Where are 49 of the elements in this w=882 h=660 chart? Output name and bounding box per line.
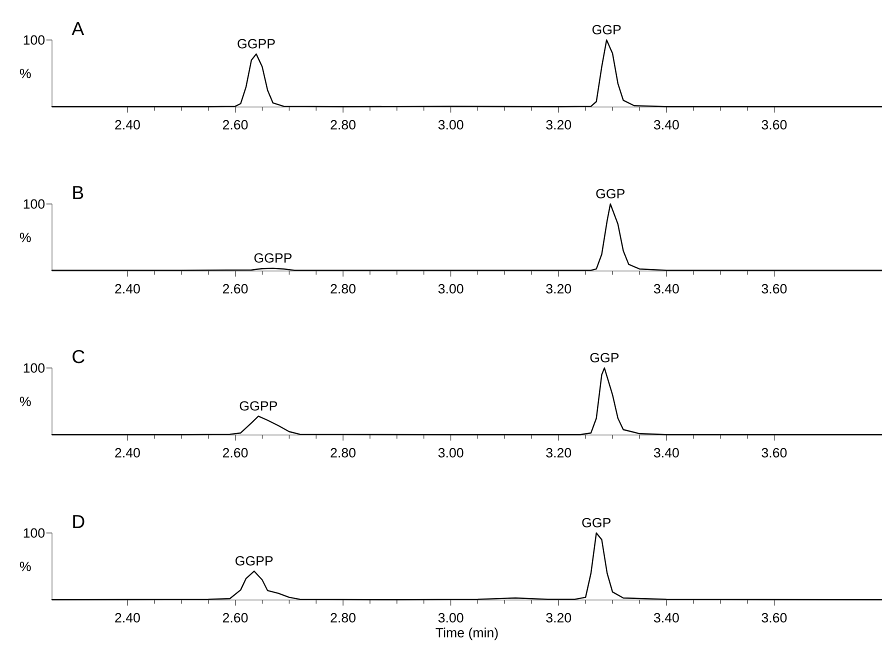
x-tick-label: 2.60 bbox=[222, 613, 248, 622]
annotation: GGP bbox=[592, 24, 621, 34]
x-tick-label: 3.00 bbox=[438, 284, 464, 294]
y-axis-title: % bbox=[20, 68, 31, 78]
annotation: GGP bbox=[590, 352, 619, 362]
y-axis-title: % bbox=[20, 562, 31, 572]
x-tick-label: 2.40 bbox=[115, 448, 140, 458]
x-tick-label: 2.60 bbox=[222, 120, 248, 130]
x-tick-label: 3.00 bbox=[438, 120, 464, 130]
x-tick-label: 3.20 bbox=[546, 448, 572, 458]
x-tick-label: 2.40 bbox=[115, 284, 140, 294]
x-tick-label: 3.00 bbox=[438, 613, 464, 622]
x-tick-label: 2.80 bbox=[330, 120, 356, 130]
text: 100 bbox=[24, 199, 45, 209]
y-axis-title: % bbox=[20, 396, 31, 406]
text: 100 bbox=[24, 35, 45, 45]
chart-title: D bbox=[73, 515, 84, 528]
text: 100 bbox=[24, 363, 45, 373]
y-axis-title: % bbox=[20, 232, 31, 242]
x-tick-label: 2.40 bbox=[115, 613, 140, 622]
annotation: GGPP bbox=[254, 253, 292, 263]
x-tick-label: 2.60 bbox=[222, 448, 248, 458]
annotation: GGPP bbox=[240, 401, 277, 411]
x-tick-label: 3.20 bbox=[546, 120, 572, 130]
x-tick-label: 3.60 bbox=[762, 284, 787, 294]
x-tick-label: 2.40 bbox=[115, 120, 140, 130]
x-tick-label: 3.20 bbox=[546, 613, 572, 622]
annotation: GGP bbox=[582, 518, 610, 528]
annotation: GGPP bbox=[236, 556, 273, 566]
text: 100 bbox=[24, 528, 45, 538]
chart-title: B bbox=[73, 186, 84, 200]
x-axis-title: Time (min) bbox=[436, 628, 498, 640]
chart-title: C bbox=[72, 350, 84, 364]
x-tick-label: 3.40 bbox=[654, 613, 679, 622]
x-tick-label: 2.60 bbox=[222, 284, 248, 294]
x-tick-label: 2.80 bbox=[330, 613, 356, 622]
x-tick-label: 3.60 bbox=[762, 613, 787, 622]
x-tick-label: 3.40 bbox=[654, 120, 679, 130]
x-tick-label: 3.20 bbox=[546, 284, 572, 294]
chart-title: A bbox=[72, 22, 84, 36]
annotation: GGPP bbox=[238, 39, 275, 48]
x-tick-label: 3.40 bbox=[654, 448, 679, 458]
x-tick-label: 2.80 bbox=[330, 448, 356, 458]
x-tick-label: 3.60 bbox=[762, 120, 787, 130]
x-tick-label: 3.00 bbox=[438, 448, 464, 458]
annotation: GGP bbox=[596, 188, 624, 198]
x-tick-label: 2.80 bbox=[330, 284, 356, 294]
x-tick-label: 3.60 bbox=[762, 448, 787, 458]
x-tick-label: 3.40 bbox=[654, 284, 679, 294]
